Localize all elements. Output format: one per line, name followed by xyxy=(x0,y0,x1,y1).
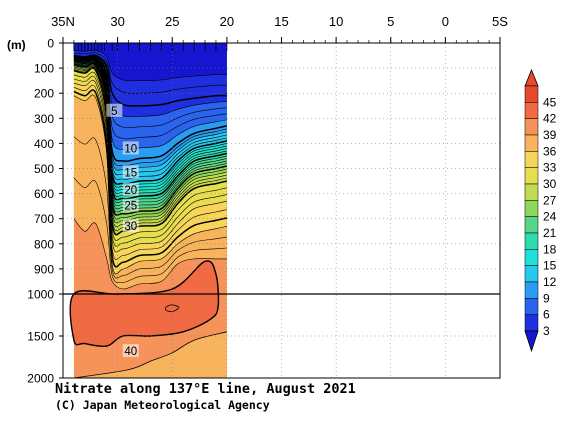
colorbar-swatch xyxy=(524,102,539,119)
colorbar-swatch xyxy=(524,183,539,201)
colorbar-swatch xyxy=(524,249,539,266)
colorbar-label: 3 xyxy=(543,324,550,338)
y-tick-label: 900 xyxy=(34,262,54,276)
contour-37 xyxy=(73,136,227,279)
x-tick-label: 35N xyxy=(51,14,75,29)
colorbar-label: 9 xyxy=(543,291,550,305)
colorbar-swatch xyxy=(524,151,539,168)
contour-42 xyxy=(69,260,220,348)
frame-layer xyxy=(59,37,501,379)
contour-25 xyxy=(73,62,228,216)
contour-label-bg xyxy=(122,141,139,155)
contour-35 xyxy=(73,89,228,268)
colorbar-swatch xyxy=(524,265,539,283)
colorbar-swatch xyxy=(524,232,539,250)
colorbar-overflow-arrow xyxy=(524,68,539,87)
contour-4 xyxy=(73,52,227,94)
contour-32 xyxy=(73,75,227,247)
colorbar-label: 21 xyxy=(543,226,557,240)
contour-label: 20 xyxy=(124,185,137,197)
label-layer: 35N 30 25 20 15 10 5 0 5S 0 100 200 300 400 500 600 700 8… xyxy=(27,14,508,386)
contour-label: 40 xyxy=(124,346,137,358)
contour-39 xyxy=(73,218,227,290)
y-tick-label: 600 xyxy=(34,187,54,201)
y-tick-label: 800 xyxy=(34,237,54,251)
y-tick-label: 0 xyxy=(47,37,54,51)
colorbar-label: 30 xyxy=(543,177,557,191)
x-tick-label: 25 xyxy=(165,14,179,29)
x-tick-label: 15 xyxy=(274,14,288,29)
y-tick-label: 2000 xyxy=(27,372,54,386)
x-tick-label: 20 xyxy=(220,14,234,29)
contour-39-deep xyxy=(73,331,227,378)
contour-20 xyxy=(73,59,228,201)
colorbar-swatch xyxy=(524,85,539,103)
colorbar-label: 42 xyxy=(543,112,557,126)
colorbar-swatch xyxy=(524,281,539,299)
y-tick-label: 1000 xyxy=(27,288,54,302)
colorbar-swatch xyxy=(524,167,539,185)
contour-label: 5 xyxy=(111,106,117,118)
colorbar-label: 33 xyxy=(543,161,557,175)
y-tick-label: 400 xyxy=(34,137,54,151)
colorbar-label: 6 xyxy=(543,308,550,322)
chart-credit: (C) Japan Meteorological Agency xyxy=(55,398,270,412)
contour-26 xyxy=(73,64,227,220)
contour-5 xyxy=(73,54,227,107)
colorbar-swatch xyxy=(524,314,539,332)
colorbar-label: 45 xyxy=(543,95,557,109)
y-tick-label: 200 xyxy=(34,87,54,101)
colorbar-swatch xyxy=(524,298,539,315)
contour-42-pocket xyxy=(164,304,180,313)
contour-label-bg xyxy=(122,198,139,212)
x-tick-label: 0 xyxy=(442,14,449,29)
contour-38 xyxy=(73,177,227,283)
x-tick-label: 5 xyxy=(387,14,394,29)
contour-layer xyxy=(69,43,228,378)
y-tick-label: 700 xyxy=(34,212,54,226)
contour-label: 25 xyxy=(124,201,137,213)
x-tick-label: 5S xyxy=(492,14,508,29)
y-tick-label: 1500 xyxy=(27,330,54,344)
colorbar-swatch xyxy=(524,118,539,136)
contour-label-bg xyxy=(122,165,139,179)
contour-label: 30 xyxy=(124,221,137,233)
contour-label-bg xyxy=(122,219,139,233)
colorbar-underflow-arrow xyxy=(524,330,539,353)
contour-label-bg xyxy=(106,103,123,117)
band-36-39-deep xyxy=(73,331,227,378)
chart-title: Nitrate along 137°E line, August 2021 xyxy=(55,381,356,397)
colorbar-label: 27 xyxy=(543,193,557,207)
colorbar-label: 18 xyxy=(543,242,557,256)
colorbar-label: 36 xyxy=(543,144,557,158)
y-tick-label: 300 xyxy=(34,112,54,126)
y-tick-label: 100 xyxy=(34,62,54,76)
contour-label-bg xyxy=(122,182,139,196)
contour-36 xyxy=(73,94,227,275)
contour-6 xyxy=(73,55,227,118)
contour-33 xyxy=(73,79,227,253)
contour-label: 15 xyxy=(124,167,137,179)
colorbar-label: 39 xyxy=(543,128,557,142)
colorbar-swatch xyxy=(524,216,539,234)
contour-label-bg xyxy=(122,344,139,358)
contour-31 xyxy=(73,71,227,241)
contour-34 xyxy=(73,84,227,260)
x-tick-label: 30 xyxy=(110,14,124,29)
colorbar-label: 15 xyxy=(543,259,557,273)
contour-label: 10 xyxy=(124,143,137,155)
colorbar-label: 24 xyxy=(543,210,557,224)
y-axis-label: (m) xyxy=(7,38,26,52)
colorbar-swatch xyxy=(524,200,539,217)
x-tick-label: 10 xyxy=(329,14,343,29)
colorbar-label: 12 xyxy=(543,275,557,289)
y-tick-label: 500 xyxy=(34,162,54,176)
colorbar-swatch xyxy=(524,134,539,152)
band-42-45 xyxy=(70,260,219,347)
